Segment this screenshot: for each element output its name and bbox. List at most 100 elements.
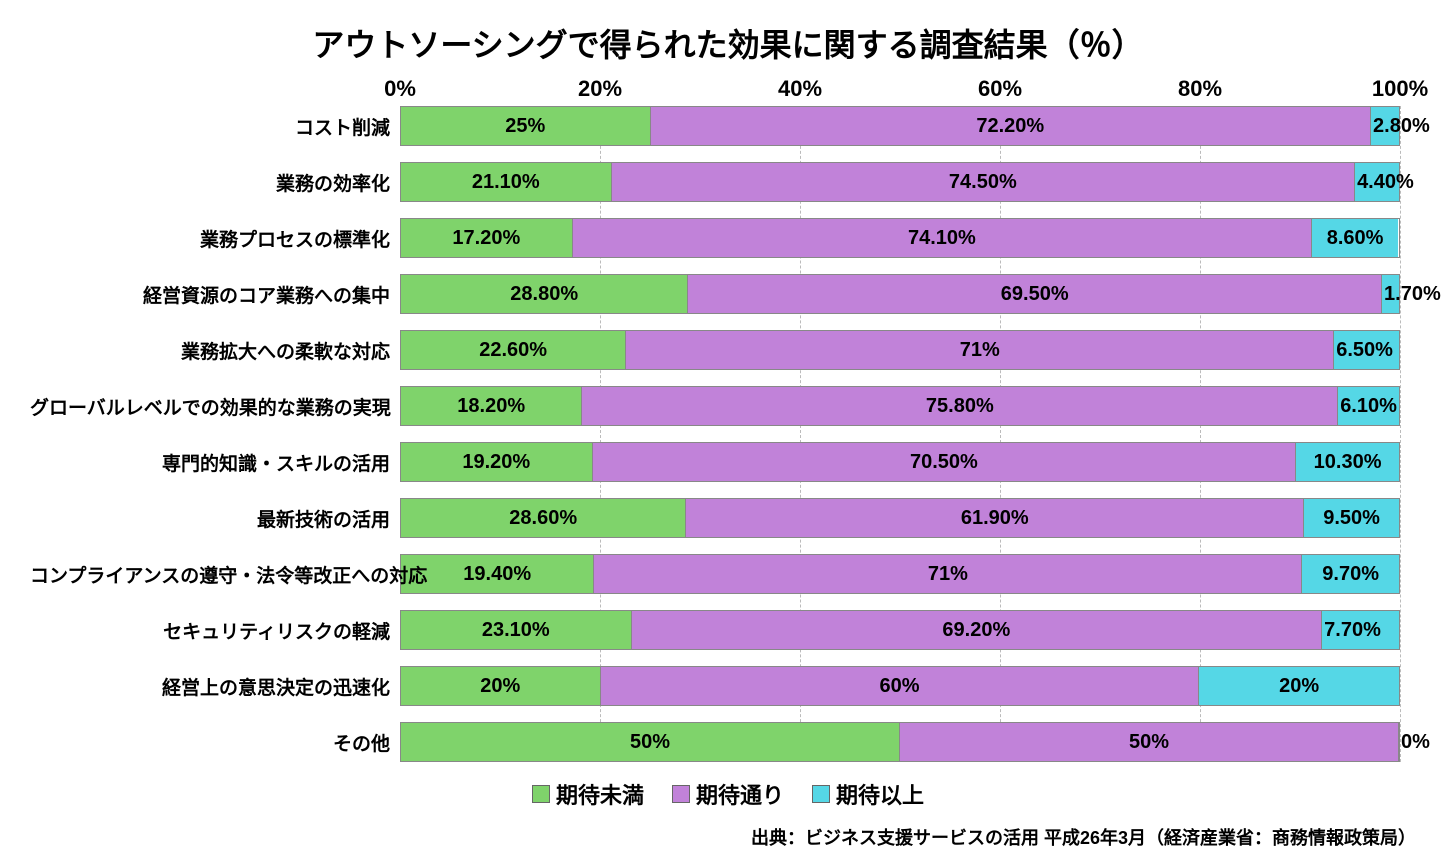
- chart-row: 業務プロセスの標準化17.20%74.10%8.60%: [400, 218, 1400, 258]
- source-citation: 出典：ビジネス支援サービスの活用 平成26年3月（経済産業省：商務情報政策局）: [40, 824, 1416, 850]
- bar-segment: 9.70%: [1302, 555, 1399, 593]
- bar-segment: 22.60%: [401, 331, 626, 369]
- bar-segment: 70.50%: [593, 443, 1297, 481]
- bar-segment: 9.50%: [1304, 499, 1399, 537]
- segment-value: 23.10%: [482, 619, 550, 642]
- bar-segment: 6.50%: [1334, 331, 1399, 369]
- segment-value: 75.80%: [926, 395, 994, 418]
- segment-value: 50%: [630, 731, 670, 754]
- bar-segment: 1.70%: [1382, 275, 1399, 313]
- segment-value: 17.20%: [452, 227, 520, 250]
- bar-segment: 21.10%: [401, 163, 612, 201]
- stacked-bar: 28.60% 61.90% 9.50%: [400, 498, 1400, 538]
- chart-area: 0%20%40%60%80%100% コスト削減25%72.20%2.80%業務…: [400, 76, 1400, 762]
- bar-segment: 74.50%: [612, 163, 1356, 201]
- row-label: コスト削減: [30, 113, 390, 140]
- segment-value: 60%: [879, 675, 919, 698]
- stacked-bar: 28.80%69.50%1.70%: [400, 274, 1400, 314]
- stacked-bar: 20% 60% 20%: [400, 666, 1400, 706]
- row-label: コンプライアンスの遵守・法令等改正への対応: [30, 561, 390, 588]
- bar-segment: 10.30%: [1296, 443, 1399, 481]
- chart-rows: コスト削減25%72.20%2.80%業務の効率化21.10%74.50%4.4…: [400, 106, 1400, 762]
- segment-value: 20%: [1279, 675, 1319, 698]
- legend-label: 期待通り: [696, 778, 784, 810]
- bar-segment: 74.10%: [573, 219, 1313, 257]
- segment-value: 72.20%: [976, 115, 1044, 138]
- bar-segment: 4.40%: [1355, 163, 1399, 201]
- chart-row: コンプライアンスの遵守・法令等改正への対応19.40%71%9.70%: [400, 554, 1400, 594]
- chart-row: グローバルレベルでの効果的な業務の実現18.20%75.80%6.10%: [400, 386, 1400, 426]
- segment-value: 70.50%: [910, 451, 978, 474]
- chart-row: セキュリティリスクの軽減23.10%69.20%7.70%: [400, 610, 1400, 650]
- chart-row: 経営上の意思決定の迅速化20%60%20%: [400, 666, 1400, 706]
- gridline: [600, 106, 601, 762]
- bar-segment: 19.20%: [401, 443, 593, 481]
- bar-segment: 17.20%: [401, 219, 573, 257]
- segment-value: 28.80%: [510, 283, 578, 306]
- chart-title: アウトソーシングで得られた効果に関する調査結果（％）: [40, 20, 1416, 66]
- bar-segment: 25%: [401, 107, 651, 145]
- segment-value: 10.30%: [1314, 451, 1382, 474]
- row-label: 最新技術の活用: [30, 505, 390, 532]
- segment-value: 18.20%: [457, 395, 525, 418]
- chart-row: 業務の効率化21.10%74.50%4.40%: [400, 162, 1400, 202]
- chart-row: その他50%50%0%: [400, 722, 1400, 762]
- bar-segment: 69.20%: [632, 611, 1323, 649]
- bar-segment: 20%: [401, 667, 601, 705]
- stacked-bar: 22.60% 71% 6.50%: [400, 330, 1400, 370]
- legend-item: 期待未満: [532, 778, 644, 810]
- x-axis: 0%20%40%60%80%100%: [400, 76, 1400, 106]
- segment-value: 1.70%: [1384, 283, 1441, 306]
- segment-value: 74.50%: [949, 171, 1017, 194]
- segment-value: 6.50%: [1336, 339, 1393, 362]
- bar-segment: 75.80%: [582, 387, 1338, 425]
- legend-item: 期待通り: [672, 778, 784, 810]
- bar-segment: 23.10%: [401, 611, 632, 649]
- segment-value: 21.10%: [472, 171, 540, 194]
- row-label: 経営資源のコア業務への集中: [30, 281, 390, 308]
- gridline: [1000, 106, 1001, 762]
- legend-swatch: [532, 785, 550, 803]
- stacked-bar: 21.10% 74.50% 4.40%: [400, 162, 1400, 202]
- legend-label: 期待未満: [556, 778, 644, 810]
- segment-value: 71%: [960, 339, 1000, 362]
- gridline: [1400, 106, 1401, 762]
- segment-value: 74.10%: [908, 227, 976, 250]
- axis-tick: 0%: [384, 76, 416, 102]
- segment-value: 61.90%: [961, 507, 1029, 530]
- segment-value: 25%: [505, 115, 545, 138]
- segment-value: 9.70%: [1322, 563, 1379, 586]
- bar-segment: 7.70%: [1322, 611, 1399, 649]
- bar-segment: 18.20%: [401, 387, 582, 425]
- stacked-bar: 17.20% 74.10% 8.60%: [400, 218, 1400, 258]
- segment-value: 7.70%: [1324, 619, 1381, 642]
- row-label: 業務プロセスの標準化: [30, 225, 390, 252]
- gridlines: [400, 106, 1400, 762]
- row-label: その他: [30, 729, 390, 756]
- bar-segment: 60%: [601, 667, 1200, 705]
- bar-segment: 50%: [401, 723, 900, 761]
- segment-value: 9.50%: [1323, 507, 1380, 530]
- row-label: 業務拡大への柔軟な対応: [30, 337, 390, 364]
- row-label: 業務の効率化: [30, 169, 390, 196]
- bar-segment: 8.60%: [1312, 219, 1398, 257]
- segment-value: 22.60%: [479, 339, 547, 362]
- segment-value: 4.40%: [1357, 171, 1414, 194]
- bar-segment: 28.60%: [401, 499, 686, 537]
- bar-segment: 72.20%: [651, 107, 1372, 145]
- segment-value: 50%: [1129, 731, 1169, 754]
- bar-segment: 28.80%: [401, 275, 688, 313]
- axis-tick: 60%: [978, 76, 1022, 102]
- bar-segment: 19.40%: [401, 555, 594, 593]
- chart-row: 専門的知識・スキルの活用19.20%70.50%10.30%: [400, 442, 1400, 482]
- segment-value: 19.20%: [462, 451, 530, 474]
- bar-segment: 61.90%: [686, 499, 1304, 537]
- bar-segment: 71%: [594, 555, 1302, 593]
- axis-tick: 40%: [778, 76, 822, 102]
- segment-value: 28.60%: [509, 507, 577, 530]
- segment-value: 71%: [928, 563, 968, 586]
- legend: 期待未満期待通り期待以上: [40, 778, 1416, 810]
- row-label: セキュリティリスクの軽減: [30, 617, 390, 644]
- legend-swatch: [672, 785, 690, 803]
- chart-row: 最新技術の活用28.60%61.90%9.50%: [400, 498, 1400, 538]
